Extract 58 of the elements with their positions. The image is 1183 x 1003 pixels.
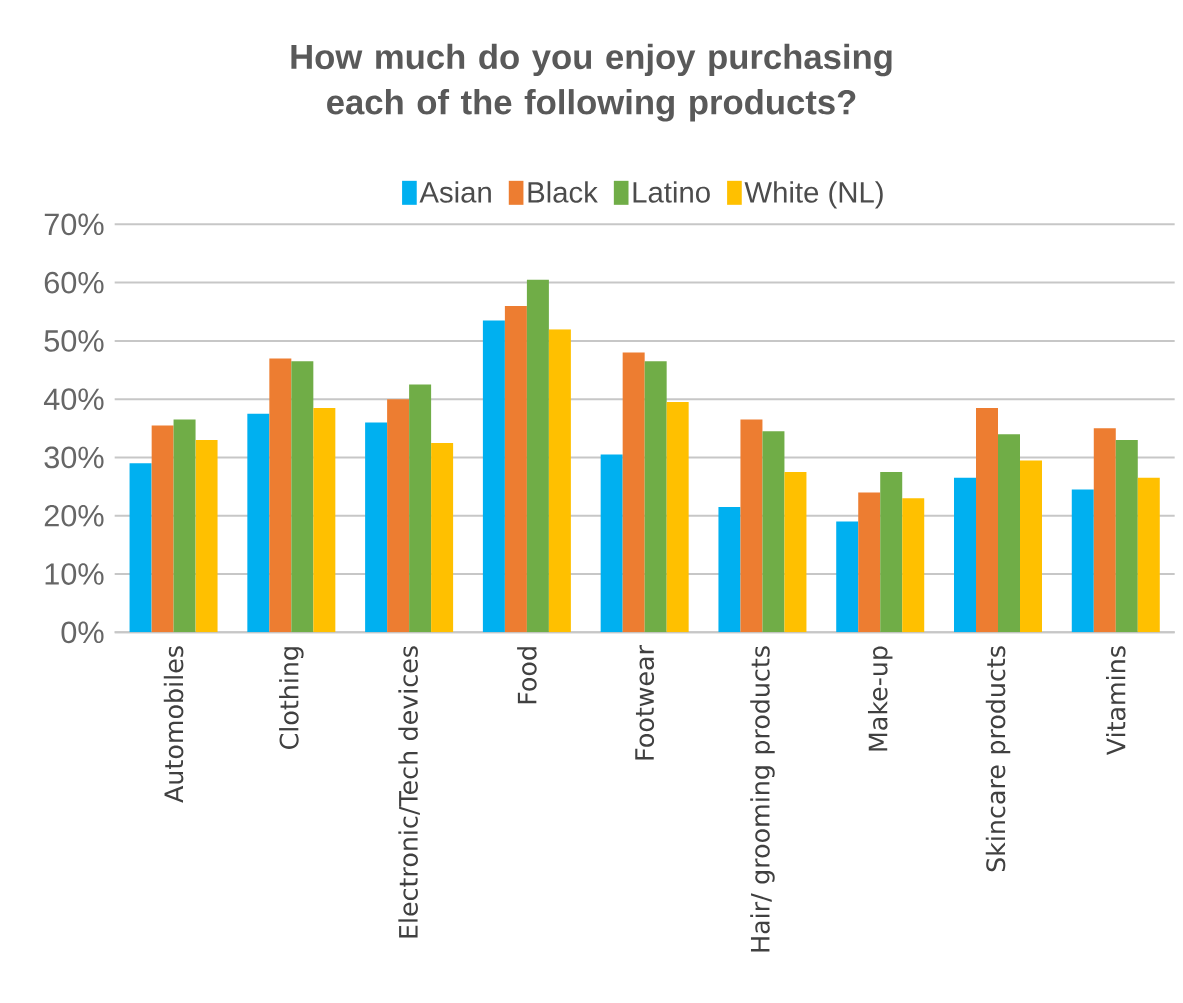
- bar: [600, 454, 623, 633]
- bar: [409, 384, 432, 633]
- bar: [976, 407, 998, 633]
- bar: [269, 358, 292, 633]
- bar: [666, 402, 689, 633]
- bar: [548, 329, 571, 633]
- bar: [644, 361, 667, 633]
- bar: [291, 361, 314, 633]
- x-tick-label: Hair/ grooming products: [750, 646, 775, 952]
- bar: [762, 431, 785, 633]
- bar: [954, 477, 976, 633]
- bar: [718, 507, 741, 633]
- bar: [1020, 460, 1042, 633]
- bar: [431, 442, 454, 633]
- bar: [129, 463, 152, 633]
- y-tick-label: 40%: [43, 388, 104, 411]
- x-tick-label: Make-up: [867, 646, 893, 751]
- y-tick-label: 20%: [44, 504, 104, 527]
- y-tick-label: 60%: [44, 271, 104, 294]
- y-tick-label: 50%: [44, 330, 104, 352]
- bar: [784, 472, 807, 633]
- bar: [313, 407, 336, 633]
- bar: [622, 352, 645, 633]
- bar: [880, 472, 903, 633]
- x-tick-label: Footwear: [635, 645, 655, 760]
- x-tick-label: Electronic/Tech devices: [398, 646, 420, 938]
- bar: [151, 425, 174, 633]
- bar: [1137, 477, 1160, 633]
- y-tick-label: 30%: [44, 446, 104, 469]
- bar: [836, 521, 859, 633]
- bar: [173, 419, 196, 633]
- legend-label: White (NL): [744, 181, 883, 209]
- y-tick-label: 70%: [44, 213, 104, 236]
- bar: [195, 439, 218, 633]
- bar: [858, 492, 881, 633]
- legend-label: Asian: [419, 181, 491, 203]
- y-tick-label: 0%: [61, 621, 104, 644]
- bar: [740, 419, 763, 633]
- bar: [247, 413, 270, 633]
- y-tick-label: 10%: [45, 563, 104, 585]
- bar: [482, 320, 505, 633]
- x-tick-label: Vitamins: [1105, 646, 1126, 756]
- bar: [1093, 428, 1116, 633]
- chart-title: How much do you enjoy purchasing each of the following products?: [291, 43, 892, 122]
- bar: [1115, 439, 1138, 633]
- x-tick-label: Food: [517, 647, 537, 704]
- bar: [387, 399, 410, 633]
- legend-label: Black: [528, 181, 598, 203]
- x-tick-label: Skincare products: [985, 646, 1011, 872]
- legend-label: Latino: [633, 181, 710, 203]
- bar: [526, 279, 549, 633]
- bar: [902, 498, 925, 633]
- bar: [1071, 489, 1094, 633]
- x-tick-label: Automobiles: [163, 646, 184, 803]
- bar: [365, 422, 388, 633]
- bar: [504, 305, 527, 633]
- x-tick-label: Clothing: [279, 647, 304, 750]
- bar: [998, 434, 1020, 633]
